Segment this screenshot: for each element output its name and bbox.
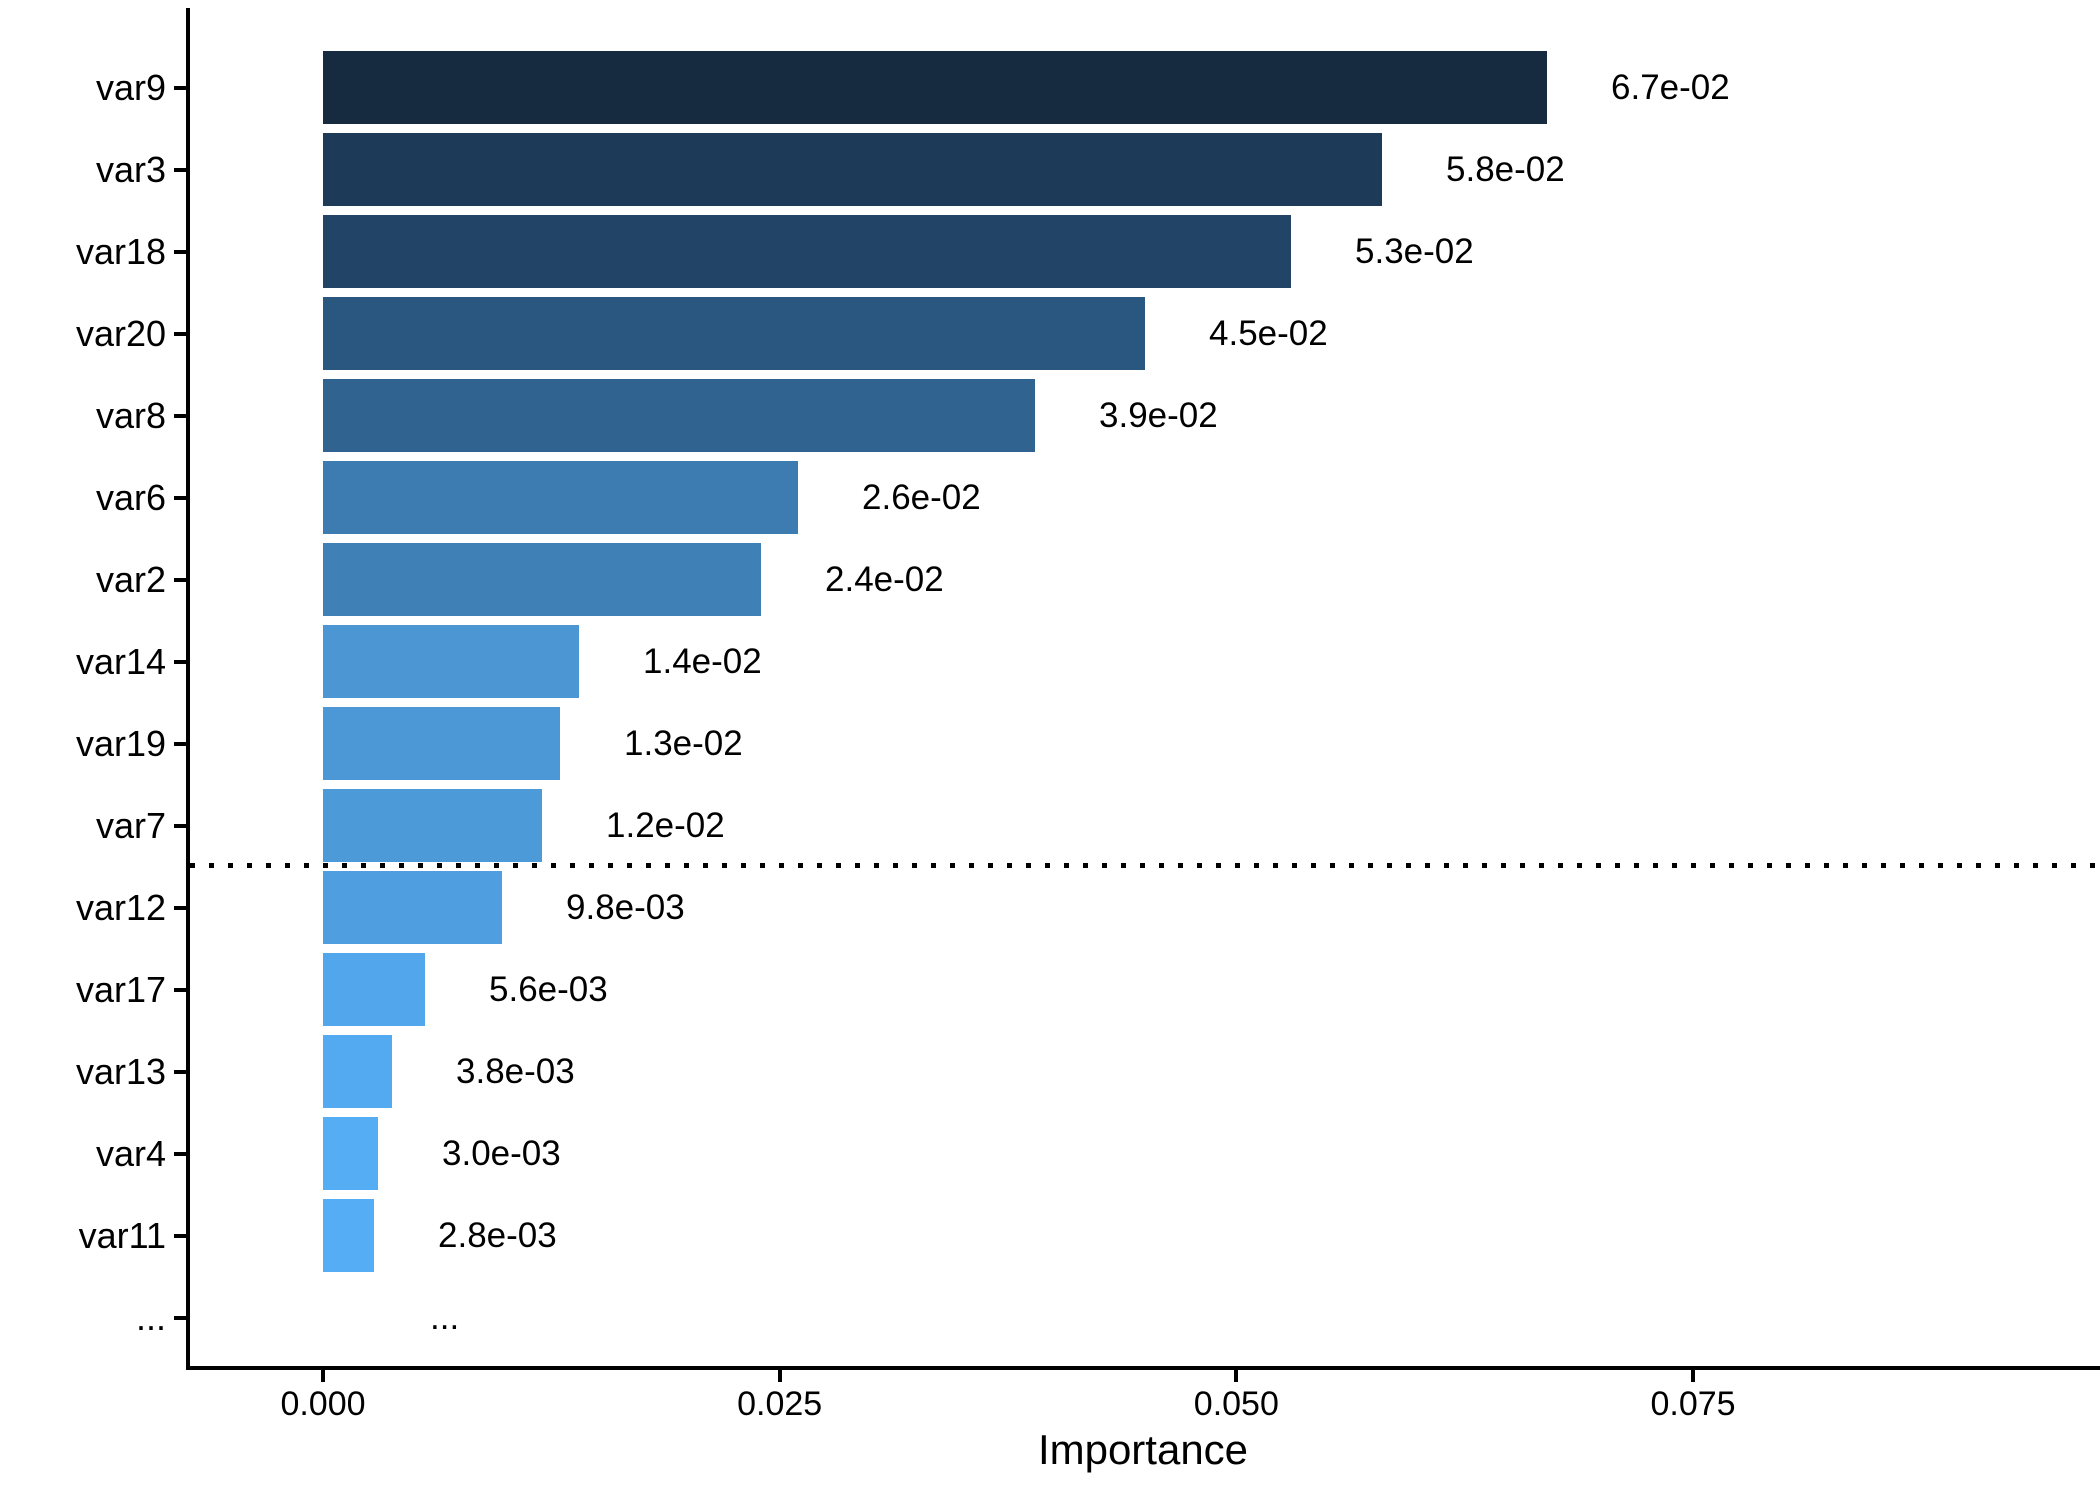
y-tick-label: var2 <box>95 559 166 600</box>
bar-value-label: 5.8e-02 <box>1446 150 1565 189</box>
y-tick-mark <box>174 1070 186 1074</box>
bar <box>323 51 1547 124</box>
y-tick-mark <box>174 660 186 664</box>
bar <box>323 1035 392 1108</box>
y-axis-line <box>186 8 190 1370</box>
bar-value-label: 9.8e-03 <box>566 888 685 927</box>
y-tick-mark <box>174 742 186 746</box>
bar-value-label: 5.6e-03 <box>489 970 608 1009</box>
bar <box>323 543 761 616</box>
bar-value-label: 6.7e-02 <box>1611 68 1730 107</box>
y-tick-label: var8 <box>95 395 166 436</box>
y-tick-label: var3 <box>95 149 166 190</box>
bar-value-label: 1.2e-02 <box>606 806 725 845</box>
bar <box>323 297 1145 370</box>
bar-value-label: 5.3e-02 <box>1355 232 1474 271</box>
bar-value-label: 2.4e-02 <box>825 560 944 599</box>
bar-value-label: 3.8e-03 <box>456 1052 575 1091</box>
bar-value-label: 3.0e-03 <box>442 1134 561 1173</box>
y-tick-label: var4 <box>95 1133 166 1174</box>
y-tick-label: var19 <box>75 723 166 764</box>
threshold-dotted-line <box>190 863 2100 868</box>
bar <box>323 215 1291 288</box>
bar <box>323 133 1382 206</box>
y-tick-label: var17 <box>75 969 166 1010</box>
y-tick-label: var20 <box>75 313 166 354</box>
bar <box>323 953 425 1026</box>
bar <box>323 1117 378 1190</box>
y-tick-mark <box>174 988 186 992</box>
bar-value-label: 2.8e-03 <box>438 1216 557 1255</box>
y-tick-label: var14 <box>75 641 166 682</box>
bar-value-label: 4.5e-02 <box>1209 314 1328 353</box>
y-tick-label: var7 <box>95 805 166 846</box>
y-tick-mark <box>174 1152 186 1156</box>
bar-value-label: 2.6e-02 <box>862 478 981 517</box>
y-tick-mark <box>174 578 186 582</box>
bar-value-label: 3.9e-02 <box>1099 396 1218 435</box>
y-tick-mark <box>174 168 186 172</box>
y-tick-label: var13 <box>75 1051 166 1092</box>
x-tick-mark <box>777 1370 782 1382</box>
y-tick-label: var11 <box>78 1215 166 1256</box>
y-tick-mark <box>174 496 186 500</box>
y-tick-label: var9 <box>95 67 166 108</box>
bar-value-label: ... <box>430 1298 460 1337</box>
x-axis-line <box>186 1366 2100 1370</box>
bar <box>323 789 542 862</box>
y-tick-mark <box>174 414 186 418</box>
bar-value-label: 1.3e-02 <box>624 724 743 763</box>
x-tick-mark <box>321 1370 325 1382</box>
y-tick-mark <box>174 1316 186 1320</box>
x-axis-title: Importance <box>1037 1426 1249 1473</box>
x-tick-label: 0.025 <box>737 1385 823 1423</box>
bar <box>323 625 579 698</box>
y-tick-mark <box>174 906 186 910</box>
x-tick-mark <box>1234 1370 1239 1382</box>
x-tick-label: 0.000 <box>280 1385 366 1423</box>
bar <box>323 871 502 944</box>
bar <box>323 707 560 780</box>
bar <box>323 1199 374 1272</box>
y-tick-mark <box>174 1234 186 1238</box>
y-tick-label: var12 <box>75 887 166 928</box>
x-tick-label: 0.050 <box>1193 1385 1279 1423</box>
bar <box>323 379 1035 452</box>
y-tick-label: var6 <box>95 477 166 518</box>
y-tick-mark <box>174 332 186 336</box>
y-tick-mark <box>174 824 186 828</box>
x-tick-label: 0.075 <box>1650 1385 1736 1423</box>
y-tick-mark <box>174 250 186 254</box>
bar-value-label: 1.4e-02 <box>643 642 762 681</box>
y-tick-mark <box>174 86 186 90</box>
bar <box>323 461 798 534</box>
y-tick-label: var18 <box>75 231 166 272</box>
y-tick-label: ... <box>135 1297 166 1338</box>
x-tick-mark <box>1691 1370 1696 1382</box>
